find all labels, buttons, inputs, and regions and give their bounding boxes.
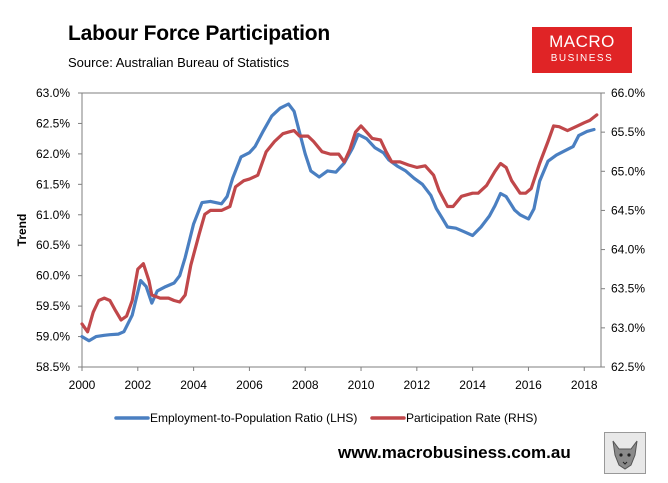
y-left-tick-label: 62.0% xyxy=(36,147,70,161)
y-left-tick-label: 59.5% xyxy=(36,299,70,313)
footer-url[interactable]: www.macrobusiness.com.au xyxy=(338,443,571,462)
chart-title: Labour Force Participation xyxy=(68,22,331,45)
x-tick-label: 2004 xyxy=(180,378,207,392)
y-right-tick-label: 62.5% xyxy=(611,360,645,374)
employment-ratio-line xyxy=(80,102,596,343)
x-tick-label: 2000 xyxy=(69,378,96,392)
x-tick-label: 2012 xyxy=(403,378,430,392)
y-right-tick-label: 65.5% xyxy=(611,125,645,139)
y-left-tick-label: 62.5% xyxy=(36,116,70,130)
participation-rate-line xyxy=(80,113,599,334)
y-right-tick-label: 64.0% xyxy=(611,243,645,257)
plot-area xyxy=(81,92,602,368)
y-left-tick-label: 61.0% xyxy=(36,208,70,222)
x-tick-label: 2018 xyxy=(571,378,598,392)
y-left-tick-label: 60.5% xyxy=(36,238,70,252)
x-tick-label: 2002 xyxy=(124,378,151,392)
wolf-icon xyxy=(604,432,646,474)
x-tick-label: 2008 xyxy=(292,378,319,392)
y-left-tick-label: 60.0% xyxy=(36,269,70,283)
y-right-tick-label: 64.5% xyxy=(611,203,645,217)
y-left-tick-label: 58.5% xyxy=(36,360,70,374)
x-tick-label: 2006 xyxy=(236,378,263,392)
chart-subtitle: Source: Australian Bureau of Statistics xyxy=(68,55,290,70)
legend-participation-label: Participation Rate (RHS) xyxy=(406,411,537,425)
y-left-tick-label: 59.0% xyxy=(36,330,70,344)
y-axis-label: Trend xyxy=(15,214,29,247)
y-left-tick-label: 63.0% xyxy=(36,86,70,100)
macrobusiness-logo: MACRO BUSINESS xyxy=(532,27,632,73)
x-tick-label: 2010 xyxy=(348,378,375,392)
logo-line-1: MACRO xyxy=(549,32,615,51)
y-right-tick-label: 63.5% xyxy=(611,282,645,296)
y-right-tick-label: 65.0% xyxy=(611,164,645,178)
y-left-tick-label: 61.5% xyxy=(36,177,70,191)
logo-line-2: BUSINESS xyxy=(550,53,614,64)
legend-employment-label: Employment-to-Population Ratio (LHS) xyxy=(150,411,357,425)
y-right-tick-label: 66.0% xyxy=(611,86,645,100)
x-tick-label: 2014 xyxy=(459,378,486,392)
x-tick-label: 2016 xyxy=(515,378,542,392)
y-right-tick-label: 63.0% xyxy=(611,321,645,335)
